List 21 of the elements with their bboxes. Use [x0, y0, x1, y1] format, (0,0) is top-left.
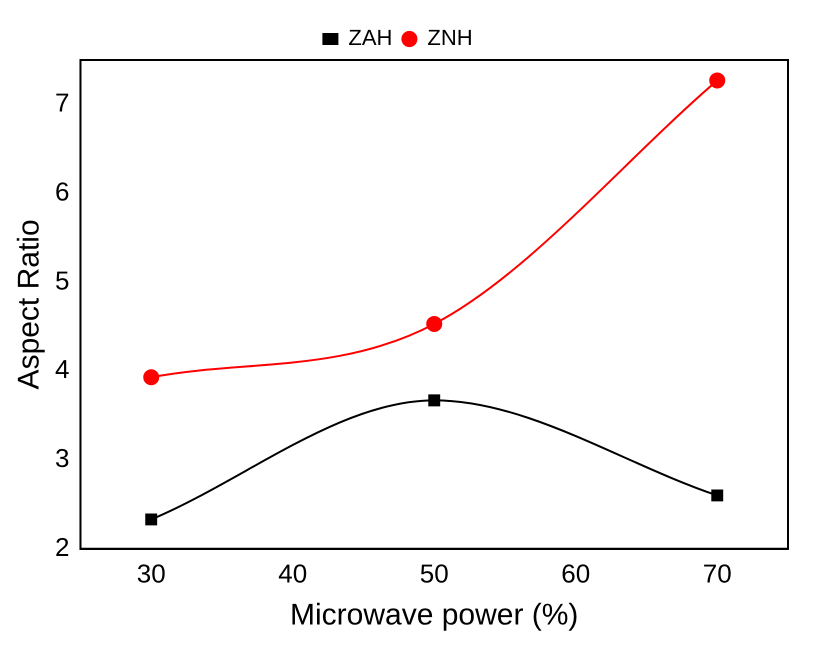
legend-label: ZAH [348, 25, 392, 50]
point [711, 490, 724, 502]
x-tick-label: 40 [278, 558, 308, 589]
y-tick-label: 3 [54, 443, 70, 474]
x-tick-label: 70 [702, 558, 732, 589]
point [145, 514, 158, 526]
y-tick-label: 2 [54, 532, 70, 562]
y-tick-label: 6 [54, 176, 70, 206]
point [428, 394, 440, 406]
legend-label: ZNH [427, 25, 473, 50]
point [709, 72, 726, 88]
y-tick-label: 7 [54, 88, 70, 118]
x-axis-title: Microwave power (%) [290, 598, 578, 632]
point [426, 316, 442, 332]
x-tick-label: 50 [420, 558, 449, 589]
y-axis-title: Aspect Ratio [12, 219, 46, 390]
x-tick-label: 60 [561, 558, 590, 589]
point [143, 369, 160, 386]
y-tick-label: 4 [54, 354, 70, 384]
y-tick-label: 5 [54, 265, 70, 296]
x-tick-label: 30 [136, 558, 166, 589]
